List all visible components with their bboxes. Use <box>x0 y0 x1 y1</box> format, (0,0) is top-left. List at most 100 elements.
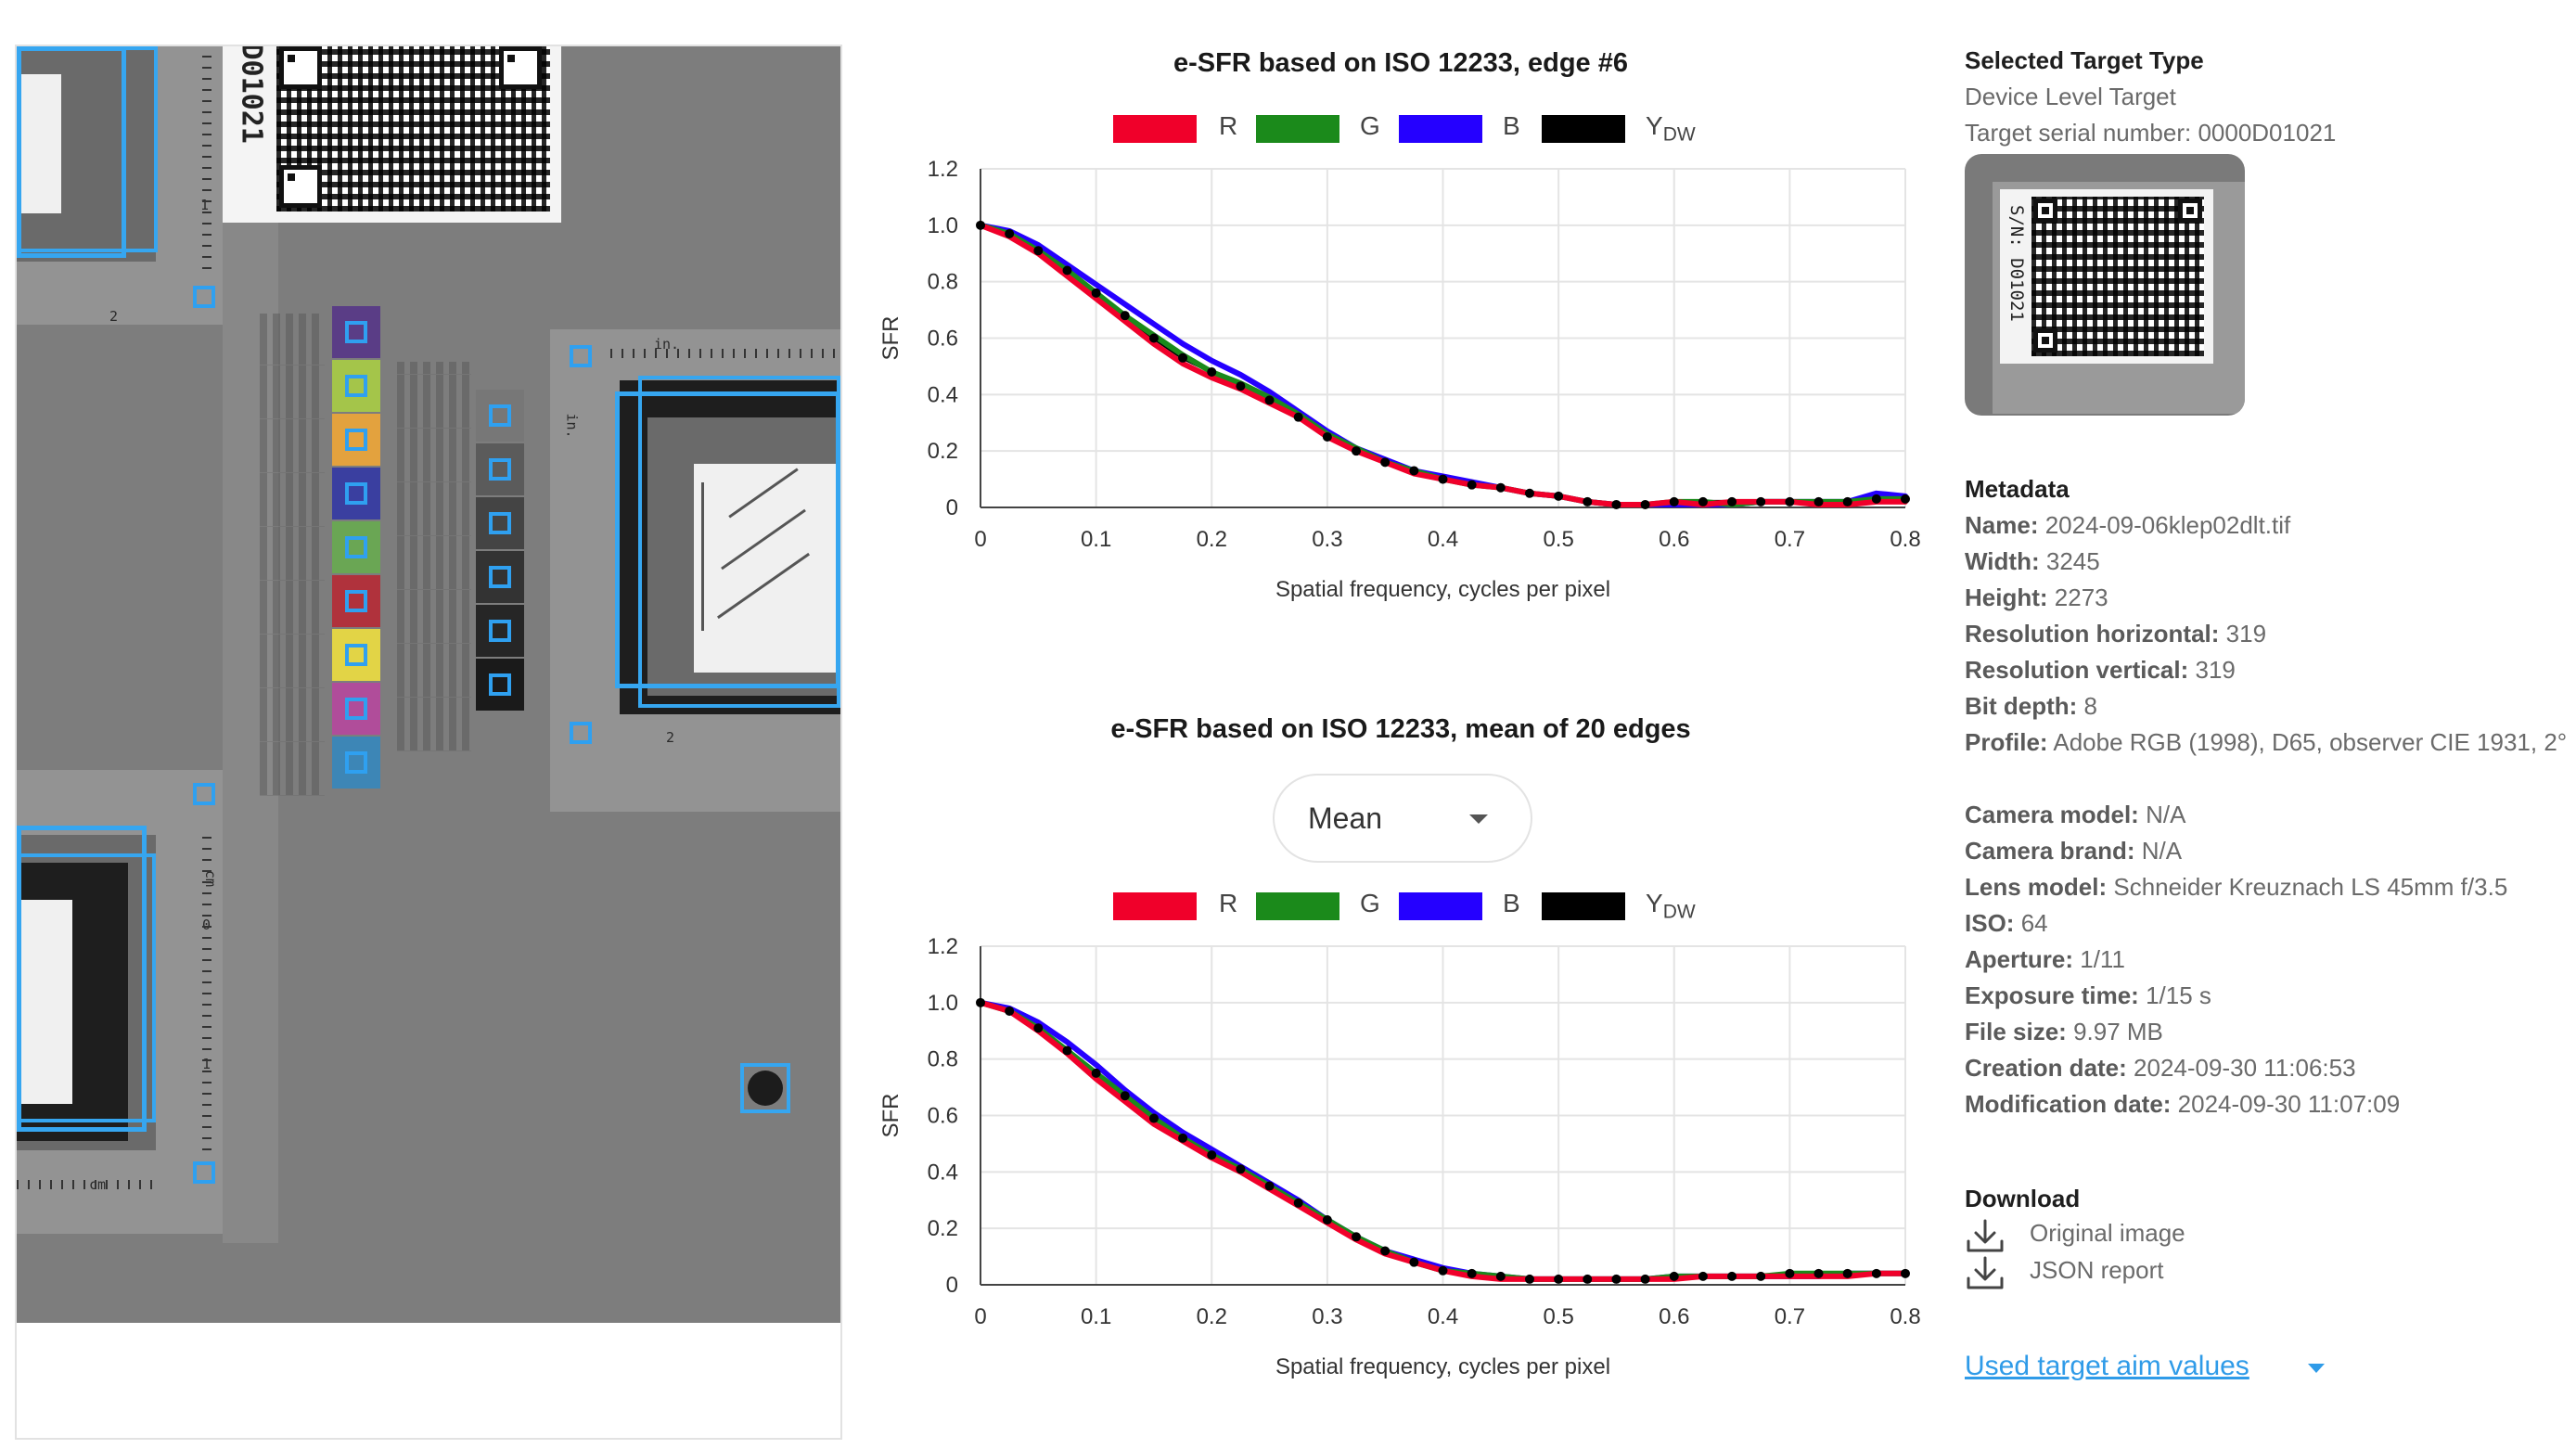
ruler-unit: in. <box>563 413 581 439</box>
legend-label: R <box>1219 111 1238 140</box>
patch-marker[interactable] <box>489 566 511 588</box>
x-tick-label: 0.5 <box>1543 527 1573 552</box>
grey-patch <box>476 497 524 549</box>
patch-marker[interactable] <box>489 458 511 481</box>
legend-swatch <box>1113 892 1197 920</box>
fiducial-marker[interactable] <box>193 286 215 308</box>
chart-top-legend[interactable]: R G B YDW <box>1113 109 1762 147</box>
aim-values-toggle[interactable]: Used target aim values <box>1965 1351 2354 1393</box>
selection-box[interactable] <box>17 853 156 1122</box>
metadata-key: Name: <box>1965 511 2039 539</box>
legend-label-main: Y <box>1646 111 1663 140</box>
grey-patch <box>476 390 524 442</box>
metadata-heading: Metadata <box>1965 475 2070 503</box>
legend-swatch <box>1542 892 1625 920</box>
series-point-y <box>1524 488 1534 498</box>
download-json-report[interactable]: JSON report <box>1965 1252 2299 1289</box>
fiducial-marker[interactable] <box>570 345 592 367</box>
qr-finder <box>2033 199 2057 223</box>
series-point-y <box>1033 1023 1044 1033</box>
qr-finder <box>279 46 322 89</box>
series-point-y <box>1438 1265 1448 1276</box>
patch-marker[interactable] <box>345 536 367 558</box>
series-point-y <box>1842 496 1852 507</box>
patch-marker[interactable] <box>489 512 511 534</box>
target-image[interactable]: D01021 <box>17 46 840 1323</box>
series-point-y <box>1467 480 1477 490</box>
series-point-y <box>1495 1271 1506 1281</box>
series-point-y <box>976 220 985 230</box>
fiducial-marker[interactable] <box>193 783 215 805</box>
series-point-y <box>1785 1268 1795 1278</box>
chart-bottom-legend[interactable]: R G B YDW <box>1113 887 1762 924</box>
metadata-row: Resolution horizontal: 319 <box>1965 616 2576 652</box>
target-type-value: Device Level Target <box>1965 83 2176 110</box>
legend-label-sub: DW <box>1662 901 1696 923</box>
series-point-y <box>1698 496 1708 507</box>
legend-label: R <box>1219 889 1238 917</box>
metadata-key: Camera brand: <box>1965 837 2135 865</box>
patch-marker[interactable] <box>345 482 367 505</box>
selection-box[interactable] <box>638 376 840 708</box>
thumb-serial-text: S/N: D01021 <box>2006 205 2027 322</box>
series-point-y <box>1467 1268 1477 1278</box>
metadata-value: 2024-09-06klep02dlt.tif <box>2044 511 2291 539</box>
patch-marker[interactable] <box>489 404 511 427</box>
target-id-strip: D01021 <box>228 46 271 208</box>
legend-swatch <box>1399 892 1482 920</box>
series-point-y <box>1495 482 1506 493</box>
series-point-y <box>1583 496 1593 507</box>
patch-marker[interactable] <box>345 590 367 612</box>
series-point-y <box>1322 1215 1332 1225</box>
download-icon <box>1967 1219 2004 1252</box>
dot-marker[interactable] <box>740 1063 790 1113</box>
patch-marker[interactable] <box>345 644 367 666</box>
metadata-value: 319 <box>2195 656 2236 684</box>
series-point-y <box>1091 1068 1101 1078</box>
selection-box[interactable] <box>17 46 158 252</box>
target-thumbnail[interactable]: S/N: D01021 <box>1965 154 2245 416</box>
series-point-y <box>1871 1268 1881 1278</box>
aim-values-link[interactable]: Used target aim values <box>1965 1351 2249 1381</box>
patch-marker[interactable] <box>345 698 367 720</box>
series-point-y <box>1554 491 1564 501</box>
patch-marker[interactable] <box>345 375 367 397</box>
series-point-y <box>1756 496 1766 507</box>
metadata-row: Name: 2024-09-06klep02dlt.tif <box>1965 507 2576 544</box>
series-point-y <box>1352 446 1362 456</box>
x-tick-label: 0 <box>974 1304 986 1329</box>
chart-top-plot[interactable]: 0 0.1 0.2 0.3 0.4 0.5 0.6 0.7 0.8 0 0.2 0.4 0.6 0.8 1.… <box>872 148 1929 677</box>
series-point-y <box>1813 1268 1824 1278</box>
series-point-y <box>1293 412 1303 422</box>
series-point-y <box>1698 1271 1708 1281</box>
series-point-y <box>1901 1268 1910 1278</box>
qr-code <box>276 46 550 212</box>
patch-marker[interactable] <box>345 321 367 343</box>
metadata-key: Profile: <box>1965 728 2048 756</box>
series-point-y <box>1352 1232 1362 1242</box>
fiducial-marker[interactable] <box>193 1161 215 1184</box>
legend-swatch <box>1256 892 1339 920</box>
qr-finder <box>499 46 542 89</box>
patch-marker[interactable] <box>345 429 367 451</box>
metadata-key: Resolution vertical: <box>1965 656 2189 684</box>
series-point-y <box>1207 1150 1217 1160</box>
x-tick-label: 0.2 <box>1197 527 1227 552</box>
series-point-y <box>1438 474 1448 484</box>
series-point-y <box>1322 431 1332 442</box>
patch-marker[interactable] <box>489 620 511 642</box>
x-tick-label: 0.6 <box>1659 527 1689 552</box>
patch-marker[interactable] <box>345 751 367 774</box>
series-point-y <box>1409 466 1419 476</box>
patch-marker[interactable] <box>489 673 511 696</box>
series-point-y <box>1785 496 1795 507</box>
metadata-row: Profile: Adobe RGB (1998), D65, observer… <box>1965 724 2576 761</box>
aggregate-dropdown[interactable]: Mean <box>1273 774 1532 863</box>
fiducial-marker[interactable] <box>570 722 592 744</box>
series-point-y <box>1264 1181 1275 1191</box>
metadata-value: 2273 <box>2054 583 2108 611</box>
x-tick-label: 0 <box>974 527 986 552</box>
ruler-ticks <box>610 349 840 358</box>
chart-bottom-plot[interactable]: 0 0.1 0.2 0.3 0.4 0.5 0.6 0.7 0.8 0 0.2 0.4 0.6 0.8 1.… <box>872 926 1929 1449</box>
download-original-image[interactable]: Original image <box>1965 1215 2299 1252</box>
